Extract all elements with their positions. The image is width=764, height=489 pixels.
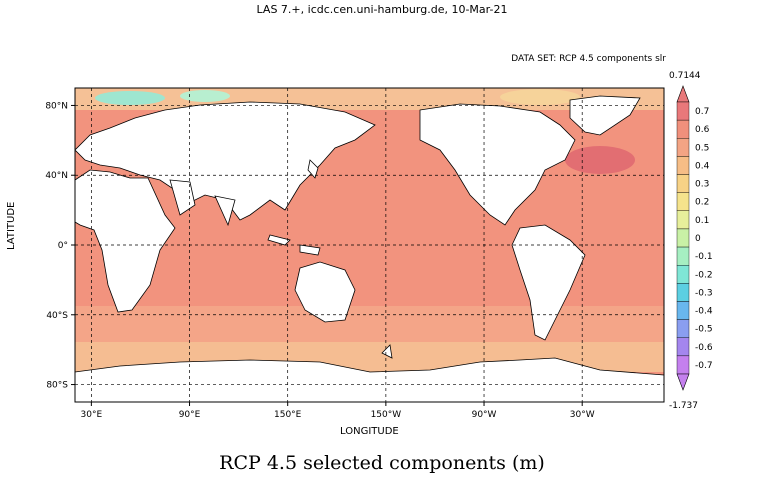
x-tick-label: 30°W (570, 410, 595, 420)
colorbar-swatch (676, 210, 690, 230)
colorbar-label: -0.5 (695, 325, 713, 335)
australia-landmass (294, 261, 356, 323)
colorbar-label: -0.7 (695, 361, 713, 371)
y-tick-label: 80°S (46, 381, 68, 391)
colorbar-min-arrow (676, 373, 690, 391)
colorbar-label: 0.1 (695, 216, 709, 226)
colorbar-label: 0.2 (695, 198, 709, 208)
africa-landmass (75, 169, 176, 313)
colorbar-swatch (676, 138, 690, 157)
x-tick-label: 90°E (179, 410, 201, 420)
plot-title: RCP 4.5 selected components (m) (219, 452, 545, 474)
colorbar-label: -0.4 (695, 307, 713, 317)
y-tick-label: 40°S (46, 311, 68, 321)
axis-ticks: 30°E 90°E 150°E 150°W 90°W 30°W 80°N 40°N 0° 40°S… (45, 101, 594, 420)
dataset-label: DATA SET: RCP 4.5 components slr (511, 54, 666, 64)
colorbar-swatch (676, 119, 690, 139)
colorbar-swatch (676, 246, 690, 266)
x-tick-label: 150°W (371, 410, 402, 420)
y-tick-label: 40°N (45, 171, 68, 181)
colorbar-label: 0.4 (695, 161, 710, 171)
x-tick-label: 30°E (81, 410, 103, 420)
colorbar-swatch (676, 228, 690, 248)
y-tick-label: 0° (58, 241, 68, 251)
graticule (75, 88, 664, 402)
colorbar-label: -0.2 (695, 270, 713, 280)
eurasia-landmass (75, 101, 376, 221)
colorbar: 0.7 0.6 0.5 0.4 0.3 0.2 0.1 0 -0.1 -0.2 -0.3 -0.4 -0… (676, 85, 713, 391)
island (299, 244, 321, 256)
india-landmass (214, 195, 236, 227)
colorbar-swatch (676, 319, 690, 338)
colorbar-label: -0.3 (695, 288, 713, 298)
antarctica-landmass (75, 357, 664, 402)
colorbar-swatch (676, 355, 690, 375)
x-axis-label: LONGITUDE (340, 426, 399, 437)
plot-header: LAS 7.+, icdc.cen.uni-hamburg.de, 10-Mar… (256, 3, 508, 16)
southern-ocean-band (75, 306, 664, 342)
colorbar-swatch (676, 192, 690, 212)
colorbar-label: 0.5 (695, 143, 709, 153)
colorbar-label: 0 (695, 234, 701, 244)
colorbar-swatch (676, 265, 690, 284)
x-tick-label: 90°W (472, 410, 497, 420)
japan-landmass (307, 159, 319, 179)
arctic-shade (500, 89, 580, 105)
north-atlantic-shade (565, 146, 635, 174)
colorbar-label: 0.3 (695, 180, 709, 190)
colorbar-min-label: -1.737 (669, 401, 699, 411)
arabia-landmass (169, 179, 196, 216)
colorbar-swatch (676, 156, 690, 175)
colorbar-swatch (676, 283, 690, 302)
colorbar-label: 0.7 (695, 107, 709, 117)
arctic-shade (95, 91, 165, 105)
south-america-landmass (511, 224, 586, 341)
north-america-landmass (419, 103, 576, 226)
x-tick-label: 150°E (274, 410, 302, 420)
colorbar-swatch (676, 174, 690, 193)
colorbar-swatch (676, 101, 690, 121)
colorbar-label: -0.6 (695, 343, 713, 353)
map-content (75, 88, 664, 402)
colorbar-max-label: 0.7144 (669, 71, 701, 81)
colorbar-label: -0.1 (695, 252, 713, 262)
colorbar-label: 0.6 (695, 125, 710, 135)
arctic-shade (180, 90, 230, 102)
colorbar-swatch (676, 301, 690, 320)
colorbar-swatch (676, 337, 690, 357)
colorbar-max-arrow (676, 85, 690, 103)
y-tick-label: 80°N (45, 101, 68, 111)
